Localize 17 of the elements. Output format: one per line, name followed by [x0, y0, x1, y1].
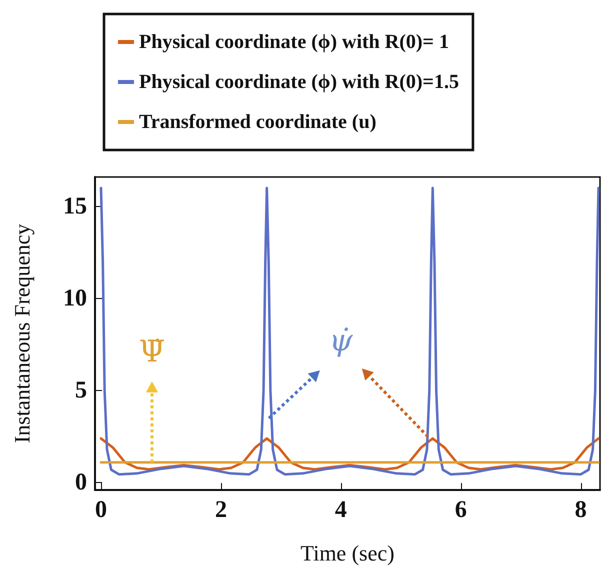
- x-tick-label: 4: [334, 497, 347, 523]
- x-tick-label: 6: [454, 497, 467, 523]
- y-tick-label: 5: [75, 378, 87, 404]
- y-tick-label: 15: [63, 193, 87, 220]
- legend-label: Physical coordinate (ϕ) with R(0)=1.5: [139, 71, 459, 93]
- x-tick-label: 0: [95, 497, 107, 523]
- annotation: ψ̇: [329, 323, 354, 359]
- legend-label: Physical coordinate (ϕ) with R(0)= 1: [139, 31, 449, 53]
- legend-label: Transformed coordinate (u): [139, 111, 376, 133]
- y-axis-title: Instantaneous Frequency: [10, 224, 34, 444]
- x-axis-title: Time (sec): [300, 540, 394, 566]
- annotation: Ψ̇: [138, 334, 166, 370]
- line-series: [100, 186, 600, 476]
- y-tick-label: 10: [63, 286, 87, 312]
- x-tick-label: 8: [574, 497, 587, 523]
- y-tick-label: 0: [75, 470, 87, 496]
- x-tick-label: 2: [214, 497, 227, 523]
